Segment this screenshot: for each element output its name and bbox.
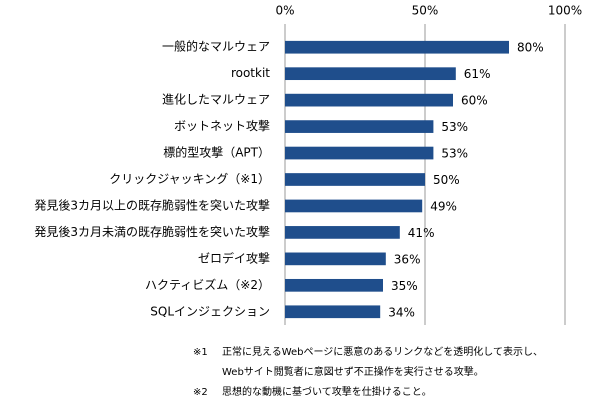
bar [285,40,509,54]
category-label: 進化したマルウェア [162,93,270,107]
value-label: 49% [430,199,457,213]
bar [285,226,400,239]
bar [285,146,434,160]
value-label: 61% [464,67,491,81]
value-label: 35% [391,279,418,293]
x-tick-label: 50% [412,4,439,18]
note-text: 正常に見えるWebページに悪意のあるリンクなどを透明化して表示し、 [222,345,543,358]
value-label: 41% [408,226,435,240]
category-label: 標的型攻撃（APT） [163,145,270,160]
bar [285,278,383,292]
category-label: 発見後3カ月以上の既存脆弱性を突いた攻撃 [34,197,270,212]
value-label: 36% [394,252,421,266]
bar [285,173,425,186]
bar [285,305,381,319]
category-label: ハクティビズム（※2） [145,277,270,292]
category-label: 発見後3カ月未満の既存脆弱性を突いた攻撃 [34,224,270,239]
value-label: 53% [441,120,468,134]
value-label: 80% [517,41,544,55]
category-label: ゼロデイ攻撃 [198,250,270,265]
value-label: 53% [441,147,468,161]
bar [285,67,456,81]
value-label: 60% [461,94,488,108]
note-text: Webサイト閲覧者に意図せず不正操作を実行させる攻撃。 [222,365,484,378]
category-label: クリックジャッキング（※1） [109,172,270,186]
note-text: 思想的な動機に基づいて攻撃を仕掛けること。 [222,385,432,398]
bar [285,199,423,213]
category-label: SQLインジェクション [150,304,270,318]
category-label: ボットネット攻撃 [174,118,270,133]
x-tick-label: 0% [275,4,294,18]
note-mark: ※2 [193,387,208,398]
bar [285,252,386,266]
bar [285,93,453,107]
bar [285,120,434,133]
value-label: 50% [433,173,460,187]
x-tick-label: 100% [548,4,582,18]
category-label: 一般的なマルウェア [162,39,270,54]
value-label: 34% [388,305,415,319]
category-label: rootkit [231,66,270,80]
note-mark: ※1 [193,347,208,358]
